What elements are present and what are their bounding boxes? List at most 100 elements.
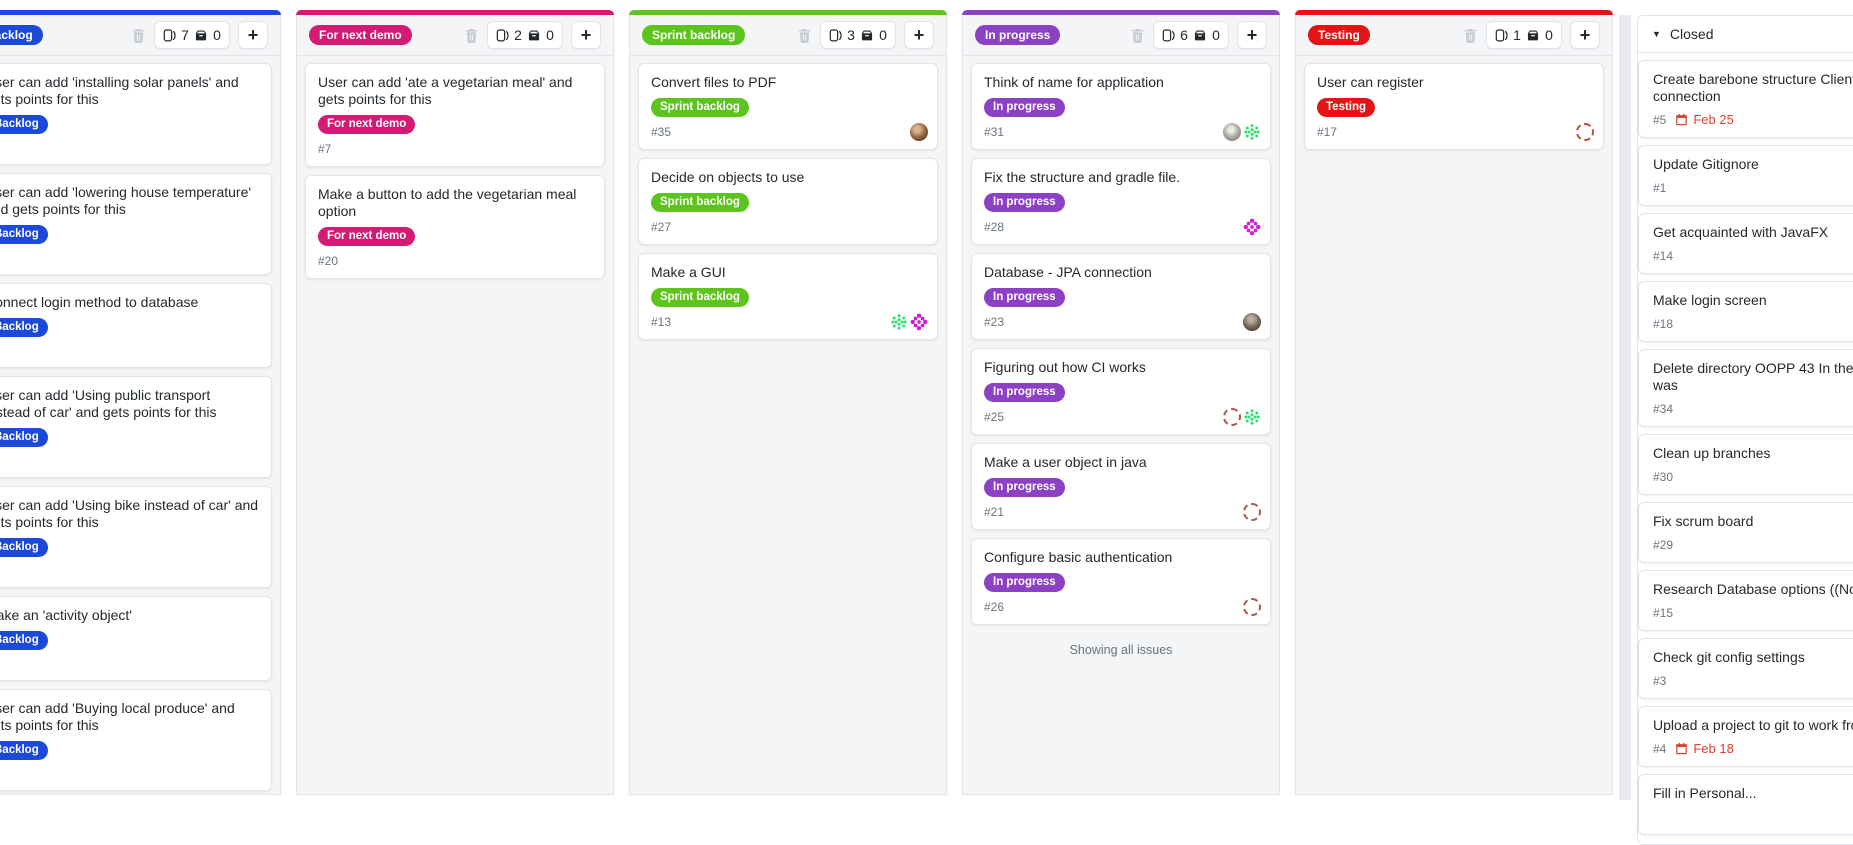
user-photo-avatar[interactable] [1243,313,1261,331]
card-title: Fix the structure and gradle file. [984,169,1181,185]
card-avatars [1223,123,1261,141]
trash-icon[interactable] [1463,28,1478,43]
closed-issue-card[interactable]: Clean up branches #30 [1638,434,1853,495]
panel-divider [1619,15,1631,800]
column-cards: User can register Testing #17 [1296,56,1612,165]
add-card-button[interactable]: + [904,21,934,49]
column-header: Testing 1 0 + [1296,15,1612,56]
issue-card[interactable]: User can register Testing #17 [1304,63,1604,150]
closed-issue-card[interactable]: Upload a project to git to work from #4 … [1638,706,1853,767]
issue-card[interactable]: Think of name for application In progres… [971,63,1271,150]
identicon-green-icon[interactable] [1243,123,1261,141]
identicon-magenta-icon[interactable] [1243,218,1261,236]
card-number: #35 [651,125,672,139]
column-color-bar [962,10,1280,15]
calendar-icon [1675,742,1688,755]
card-label: Sprint backlog [651,98,749,117]
card-avatars [1576,123,1594,141]
closed-issue-card[interactable]: Create barebone structure Client-Server … [1638,60,1853,138]
identicon-ring-icon[interactable] [1223,408,1241,426]
trash-icon[interactable] [131,28,146,43]
card-avatars [1243,313,1261,331]
card-number: #4 [1653,741,1667,756]
archive-count-icon [1526,28,1540,42]
column-name-label: Testing [1308,25,1370,45]
identicon-green-icon[interactable] [890,313,908,331]
identicon-green-icon[interactable] [1243,408,1261,426]
card-meta: #18 [1653,316,1853,331]
identicon-ring-icon[interactable] [1243,503,1261,521]
card-meta: #5 Feb 25 [1653,112,1853,127]
trash-icon[interactable] [464,28,479,43]
issue-card[interactable]: Decide on objects to use Sprint backlog … [638,158,938,245]
archive-count-icon [527,28,541,42]
card-meta: #14 [1653,248,1853,263]
trash-icon[interactable] [797,28,812,43]
closed-issue-card[interactable]: Get acquainted with JavaFX #14 [1638,213,1853,274]
column-name-label: In progress [975,25,1061,45]
issue-card[interactable]: Fix the structure and gradle file. In pr… [971,158,1271,245]
issue-card[interactable]: Configure basic authentication In progre… [971,538,1271,625]
issue-card[interactable]: User can add 'Using bike instead of car'… [0,486,272,588]
card-meta: #3 [1653,673,1853,688]
closed-issue-card[interactable]: Check git config settings #3 [1638,638,1853,699]
card-number: #5 [1653,112,1667,127]
caret-down-icon: ▼ [1652,28,1661,39]
calendar-icon [1675,113,1688,126]
issue-card[interactable]: Connect login method to database Backlog [0,283,272,368]
closed-issue-card[interactable]: Make login screen #18 [1638,281,1853,342]
card-avatars [1243,598,1261,616]
card-title: Make a user object in java [984,454,1147,470]
issue-card[interactable]: Make a GUI Sprint backlog #13 [638,253,938,340]
add-card-button[interactable]: + [1237,21,1267,49]
column-cards: Think of name for application In progres… [963,56,1279,670]
issue-card[interactable]: Figuring out how CI works In progress #2… [971,348,1271,435]
issue-card[interactable]: Database - JPA connection In progress #2… [971,253,1271,340]
user-photo-avatar[interactable] [910,123,928,141]
add-card-button[interactable]: + [571,21,601,49]
issue-card[interactable]: User can add 'installing solar panels' a… [0,63,272,165]
card-number: #29 [1653,537,1674,552]
add-card-button[interactable]: + [238,21,268,49]
card-count-icon [829,28,842,43]
identicon-ring-icon[interactable] [1243,598,1261,616]
identicon-ring-red-icon[interactable] [1576,123,1594,141]
closed-panel-header[interactable]: ▼ Closed [1638,16,1853,53]
issue-card[interactable]: User can add 'lowering house temperature… [0,173,272,275]
card-label: In progress [984,193,1065,212]
card-label: In progress [984,383,1065,402]
add-card-button[interactable]: + [1570,21,1600,49]
card-number: #26 [984,600,1005,614]
user-photo-avatar[interactable] [1223,123,1241,141]
column-header: Sprint backlog 3 0 + [630,15,946,56]
card-title: Think of name for application [984,74,1164,90]
column-name-label: For next demo [309,25,412,45]
trash-icon[interactable] [1130,28,1145,43]
column-header: For next demo 2 0 + [297,15,613,56]
closed-issue-card[interactable]: Delete directory OOPP 43 In the beginnin… [1638,349,1853,427]
identicon-magenta-icon[interactable] [910,313,928,331]
issue-card[interactable]: Convert files to PDF Sprint backlog #35 [638,63,938,150]
card-count: 2 [514,27,522,43]
closed-issue-card[interactable]: Fill in Personal... [1638,774,1853,835]
card-count: 1 [1513,27,1521,43]
card-number: #21 [984,505,1005,519]
closed-issue-card[interactable]: Research Database options ((No)SQL?) #15 [1638,570,1853,631]
issue-card[interactable]: User can add 'ate a vegetarian meal' and… [305,63,605,167]
issue-card[interactable]: Make a user object in java In progress #… [971,443,1271,530]
card-number: #7 [318,142,332,156]
card-title: Research Database options ((No)SQL?) [1653,581,1853,597]
issue-card[interactable]: User can add 'Buying local produce' and … [0,689,272,791]
card-number: #28 [984,220,1005,234]
column-counters: 1 0 [1486,21,1562,49]
closed-issue-card[interactable]: Update Gitignore #1 [1638,145,1853,206]
card-avatars [910,123,928,141]
issue-card[interactable]: Make an 'activity object' Backlog [0,596,272,681]
closed-cards: Create barebone structure Client-Server … [1638,60,1853,844]
archive-count: 0 [546,27,554,43]
issue-card[interactable]: Make a button to add the vegetarian meal… [305,175,605,279]
card-title: Configure basic authentication [984,549,1173,565]
issue-card[interactable]: User can add 'Using public transport ins… [0,376,272,478]
column-color-bar [296,10,614,15]
closed-issue-card[interactable]: Fix scrum board #29 [1638,502,1853,563]
